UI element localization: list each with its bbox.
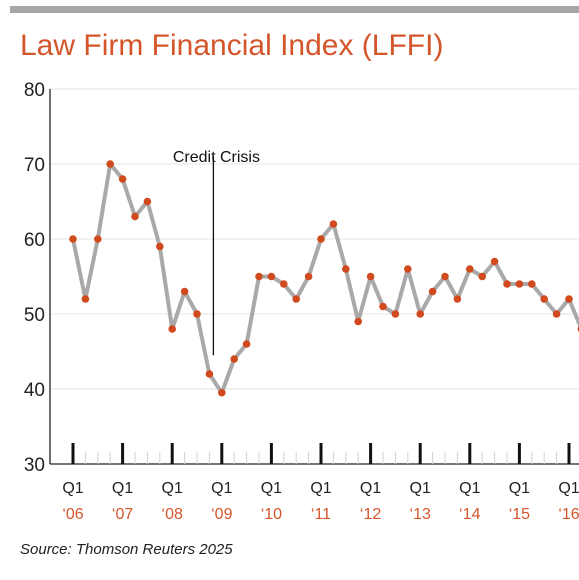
- data-point: [441, 272, 449, 281]
- data-point: [503, 280, 511, 288]
- x-tick-label-quarter: Q1: [310, 480, 331, 497]
- data-point: [230, 355, 238, 363]
- x-tick-label-quarter: Q1: [558, 480, 579, 497]
- data-point: [317, 235, 325, 243]
- data-point: [168, 325, 176, 333]
- axes: [49, 89, 579, 465]
- x-tick-label-year: ‘15: [509, 506, 530, 523]
- x-tick-label-quarter: Q1: [211, 480, 232, 497]
- data-point: [156, 242, 164, 251]
- x-tick-label-year: ‘13: [410, 506, 431, 523]
- source-note: Source: Thomson Reuters 2025: [20, 541, 233, 558]
- x-ticks: Q1 ‘06 Q1 ‘07 Q1 ‘08 Q1 ‘09 Q1 ‘10 Q1 ‘11 Q1 ‘12 Q1 ‘13…: [62, 443, 579, 523]
- x-tick-label-year: ‘14: [459, 506, 480, 523]
- data-point: [366, 272, 375, 281]
- series: [69, 160, 579, 397]
- x-tick-label-quarter: Q1: [112, 480, 133, 497]
- data-point: [205, 370, 214, 378]
- x-tick-label-year: ‘11: [311, 506, 331, 523]
- data-point: [528, 280, 536, 288]
- data-point: [118, 175, 127, 183]
- x-tick-label-quarter: Q1: [509, 480, 530, 497]
- y-tick-label: 50: [24, 305, 45, 326]
- y-tick-labels: 30 40 50 60 70 80: [24, 80, 45, 476]
- data-point: [354, 317, 363, 326]
- x-tick-label-quarter: Q1: [410, 480, 431, 497]
- annotations: Credit Crisis: [173, 149, 260, 356]
- x-tick-label-quarter: Q1: [459, 480, 480, 497]
- series-line: [71, 162, 579, 395]
- data-point: [69, 235, 77, 243]
- x-tick-label-year: ‘06: [62, 506, 83, 523]
- chart-title: Law Firm Financial Index (LFFI): [20, 29, 444, 62]
- data-point: [379, 302, 387, 311]
- data-point: [552, 310, 561, 318]
- data-point: [131, 212, 139, 221]
- data-point: [242, 340, 251, 348]
- data-point: [342, 265, 350, 273]
- data-point: [329, 220, 338, 228]
- y-tick-label: 30: [24, 455, 45, 476]
- data-point: [267, 272, 276, 281]
- x-tick-label-year: ‘16: [558, 506, 579, 523]
- gridlines: [50, 88, 579, 390]
- y-tick-label: 80: [24, 80, 45, 101]
- data-point: [404, 265, 412, 273]
- annotation-label: Credit Crisis: [173, 149, 260, 166]
- x-tick-label-year: ‘09: [211, 506, 232, 523]
- data-point: [280, 280, 288, 288]
- x-tick-label-quarter: Q1: [261, 480, 282, 497]
- x-tick-label-year: ‘08: [162, 506, 183, 523]
- x-tick-label-quarter: Q1: [360, 480, 381, 497]
- data-point: [453, 295, 462, 303]
- data-point: [94, 235, 102, 243]
- data-point: [255, 272, 263, 281]
- x-tick-label-year: ‘12: [360, 506, 381, 523]
- data-point: [106, 160, 114, 168]
- data-point: [416, 310, 425, 318]
- y-tick-label: 40: [24, 380, 45, 401]
- data-point: [218, 388, 226, 397]
- data-point: [180, 287, 189, 296]
- x-tick-label-quarter: Q1: [162, 480, 183, 497]
- data-point: [515, 280, 524, 288]
- y-tick-label: 70: [24, 155, 45, 176]
- data-point: [428, 287, 437, 296]
- data-point: [193, 310, 201, 318]
- x-tick-label-year: ‘07: [112, 506, 133, 523]
- x-tick-label-quarter: Q1: [62, 480, 83, 497]
- data-point: [565, 295, 573, 303]
- data-point: [540, 295, 548, 303]
- data-point: [466, 265, 474, 273]
- data-point: [478, 272, 487, 281]
- data-point: [490, 257, 499, 266]
- data-point: [391, 310, 400, 318]
- x-tick-label-year: ‘10: [261, 506, 282, 523]
- data-point: [292, 295, 301, 303]
- header-rule: [10, 6, 579, 13]
- data-point: [143, 197, 152, 206]
- data-point: [81, 295, 90, 303]
- y-tick-label: 60: [24, 230, 45, 251]
- data-point: [304, 272, 313, 281]
